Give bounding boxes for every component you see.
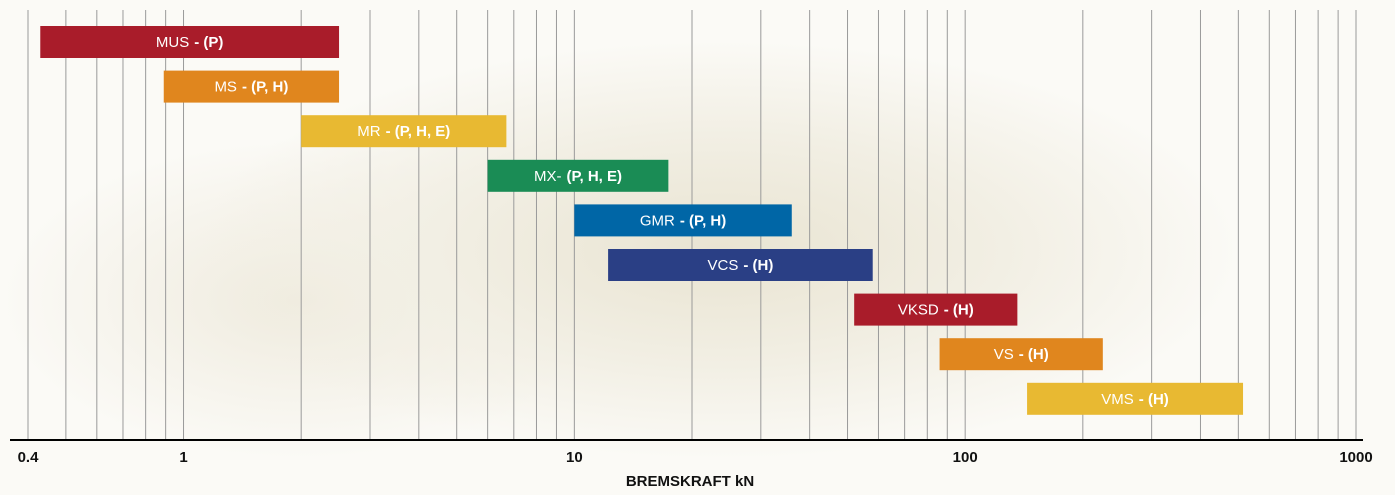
bar-suffix: (P, H, E)	[566, 168, 622, 185]
x-tick-label: 0.4	[18, 449, 40, 466]
bar-label: MR - (P, H, E)	[357, 123, 450, 140]
bar-label: MX- (P, H, E)	[534, 168, 622, 185]
bar-name: VMS	[1101, 391, 1134, 408]
bar-label: VS - (H)	[994, 346, 1049, 363]
x-tick-label: 10	[566, 449, 583, 466]
bar-label: VCS - (H)	[707, 257, 773, 274]
bar-name: VS	[994, 346, 1014, 363]
x-axis-title: BREMSKRAFT kN	[626, 473, 754, 490]
bar-suffix: - (H)	[743, 257, 773, 274]
bar-suffix: - (P, H)	[242, 79, 288, 96]
bar-name: VCS	[707, 257, 738, 274]
bar	[301, 115, 507, 148]
bar-suffix: - (H)	[944, 302, 974, 319]
bar-name: MS	[214, 79, 237, 96]
x-tick-label: 100	[953, 449, 978, 466]
bar-name: VKSD	[898, 302, 939, 319]
bar-name: MUS	[156, 34, 189, 51]
bar-label: MUS - (P)	[156, 34, 224, 51]
bar	[487, 159, 669, 192]
x-tick-label: 1000	[1339, 449, 1372, 466]
bar-suffix: - (P, H)	[680, 212, 726, 229]
bar-name: GMR	[640, 212, 675, 229]
bar	[1027, 382, 1244, 415]
bar-suffix: - (P)	[194, 34, 223, 51]
bar-label: VMS - (H)	[1101, 391, 1169, 408]
bar	[939, 338, 1103, 371]
bar-label: GMR - (P, H)	[640, 212, 726, 229]
x-tick-label: 1	[179, 449, 187, 466]
bar	[574, 204, 792, 237]
bar-suffix: - (H)	[1139, 391, 1169, 408]
bar	[163, 70, 340, 103]
bar-label: MS - (P, H)	[214, 79, 288, 96]
bar	[40, 26, 340, 58]
bar-name: MX-	[534, 168, 562, 185]
bar-suffix: - (P, H, E)	[386, 123, 451, 140]
bar-suffix: - (H)	[1019, 346, 1049, 363]
bar-label: VKSD - (H)	[898, 302, 974, 319]
bar	[854, 293, 1018, 326]
bar-name: MR	[357, 123, 380, 140]
bar	[608, 249, 873, 281]
